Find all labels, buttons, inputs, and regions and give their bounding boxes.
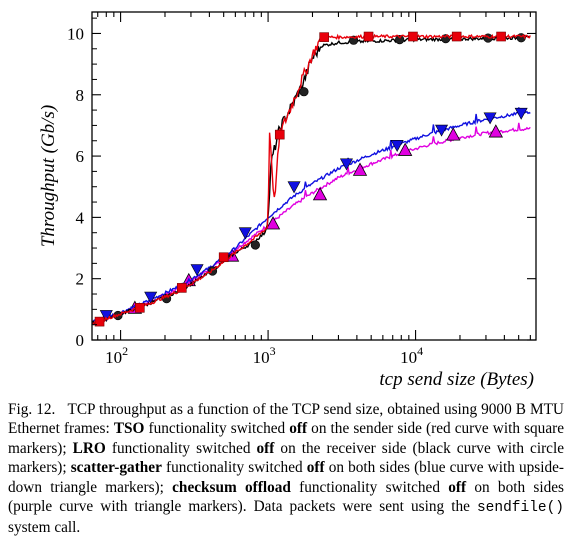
data-point-scatter-gather-off — [339, 158, 353, 171]
data-point-scatter-gather-off — [390, 140, 404, 152]
y-tick-label: 10 — [67, 24, 84, 43]
series-line-checksum-off — [91, 122, 531, 325]
data-point-lro-off — [250, 240, 260, 250]
data-point-scatter-gather-off — [435, 124, 449, 137]
caption-code-sendfile: sendfile() — [476, 500, 564, 517]
x-tick-label: 102 — [105, 344, 128, 367]
data-point-checksum-off — [312, 187, 328, 201]
caption-intro: TCP throughput as a function of the TCP … — [8, 401, 564, 438]
data-point-checksum-off — [397, 142, 413, 156]
data-point-scatter-gather-off — [190, 264, 204, 277]
x-axis-title: tcp send size (Bytes) — [379, 369, 534, 390]
data-point-checksum-off — [265, 216, 281, 230]
data-point-tso-off — [135, 303, 145, 313]
series-layer — [91, 31, 531, 327]
data-point-tso-off — [408, 31, 418, 42]
caption-scatter-gather: scatter-gather — [70, 459, 162, 477]
caption-text-8: on both sides (purple curve with triangl… — [8, 478, 564, 516]
y-tick-label: 6 — [76, 147, 85, 166]
x-tick-label: 103 — [253, 344, 276, 367]
figure-caption: Fig. 12. TCP throughput as a function of… — [8, 400, 564, 538]
caption-off-4: off — [448, 478, 467, 496]
data-point-tso-off — [176, 283, 187, 293]
caption-text-3: functionality switched — [105, 439, 257, 457]
data-point-checksum-off — [488, 124, 503, 138]
caption-fig-label: Fig. 12. — [8, 401, 56, 418]
series-line-tso-off — [91, 33, 531, 326]
series-lro-off — [91, 33, 531, 325]
data-point-scatter-gather-off — [144, 291, 158, 304]
data-point-tso-off — [218, 252, 229, 263]
caption-text-1: functionality switched — [144, 420, 290, 438]
x-tick-label: 104 — [400, 344, 423, 367]
y-axis-title: Throughput (Gb/s) — [38, 105, 59, 247]
data-point-checksum-off — [446, 127, 461, 141]
data-point-lro-off — [395, 34, 405, 45]
y-tick-label: 4 — [76, 208, 85, 227]
data-point-lro-off — [299, 87, 309, 97]
series-tso-off — [91, 31, 531, 327]
caption-off-3: off — [306, 459, 325, 477]
caption-checksum-offload: checksum offload — [172, 478, 291, 496]
caption-text-2: on the sender side (red curve with squar… — [8, 420, 564, 457]
data-point-tso-off — [451, 31, 462, 42]
caption-off-2: off — [256, 439, 275, 457]
caption-text-5: functionality switched — [161, 459, 307, 477]
caption-text-6: on both sides (blue curve with upside-do… — [8, 459, 565, 496]
data-point-checksum-off — [352, 162, 368, 176]
data-point-scatter-gather-off — [514, 107, 528, 120]
y-tick-label: 0 — [76, 331, 85, 350]
caption-text-4: on the receiver side (black curve with c… — [8, 439, 565, 477]
series-scatter-gather-off — [91, 107, 531, 323]
data-point-tso-off — [94, 316, 105, 327]
series-line-lro-off — [91, 35, 531, 325]
caption-text-7: functionality switched — [290, 478, 449, 496]
y-tick-label: 8 — [76, 86, 85, 105]
data-point-scatter-gather-off — [287, 181, 301, 194]
axis-layer: 0 2 4 6 8 10 102 103 104 — [67, 12, 536, 367]
caption-lro: LRO — [72, 439, 106, 457]
caption-text-9: system call. — [8, 519, 81, 537]
caption-off-1: off — [289, 420, 308, 438]
caption-tso: TSO — [113, 420, 145, 438]
y-tick-label: 2 — [76, 270, 85, 289]
data-point-tso-off — [363, 31, 374, 42]
series-checksum-off — [91, 122, 531, 325]
data-point-tso-off — [274, 129, 285, 140]
data-point-tso-off — [319, 32, 329, 42]
data-point-scatter-gather-off — [238, 227, 252, 240]
data-point-scatter-gather-off — [483, 112, 497, 125]
series-line-scatter-gather-off — [91, 107, 531, 323]
plot-frame — [91, 11, 537, 341]
throughput-chart: 0 2 4 6 8 10 102 103 104 Throughput (Gb/s) tcp s… — [38, 11, 537, 390]
data-point-tso-off — [496, 31, 506, 42]
